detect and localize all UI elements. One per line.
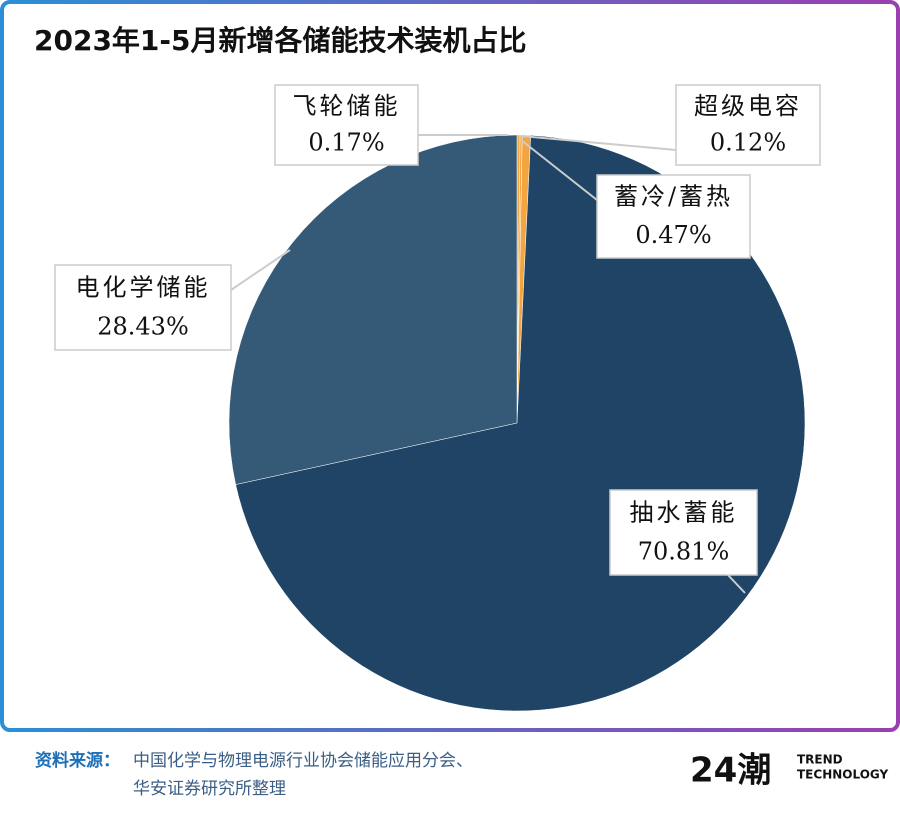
- source-line: 华安证券研究所整理: [133, 779, 286, 799]
- chart-title: 2023年1-5月新增各储能技术装机占比: [34, 24, 527, 57]
- label-box: [596, 174, 751, 259]
- logo-text: TECHNOLOGY: [797, 768, 888, 782]
- value-label: 70.81%: [638, 537, 730, 565]
- pie-slice: [228, 134, 518, 485]
- source-label: 资料来源：: [35, 750, 120, 771]
- labels: 飞轮储能 0.17% 超级电容 0.12% 蓄冷/蓄热 0.47% 抽水蓄能 70.81% 电化…: [54, 84, 821, 594]
- slice-label: 电化学储能: [76, 273, 211, 301]
- slice-label: 飞轮储能: [293, 92, 401, 120]
- leader-line: [520, 139, 598, 201]
- label-box: [675, 84, 821, 166]
- value-label: 0.12%: [710, 129, 786, 157]
- leader-line: [230, 249, 291, 291]
- leader-line: [727, 574, 746, 594]
- logo-mark: 24潮: [690, 751, 771, 791]
- value-label: 0.47%: [635, 221, 711, 249]
- label-box: [54, 264, 232, 351]
- slice-label: 抽水蓄能: [630, 498, 738, 526]
- slice-label: 超级电容: [694, 92, 802, 120]
- frame: [0, 0, 900, 732]
- leader-line: [520, 135, 677, 151]
- slice-label: 蓄冷/蓄热: [614, 183, 733, 211]
- label-box: [274, 84, 419, 166]
- label-box: [609, 489, 758, 576]
- value-label: 28.43%: [97, 312, 189, 340]
- source-line: 中国化学与物理电源行业协会储能应用分会、: [133, 751, 473, 771]
- value-label: 0.17%: [308, 129, 384, 157]
- logo-text: TREND: [797, 753, 843, 767]
